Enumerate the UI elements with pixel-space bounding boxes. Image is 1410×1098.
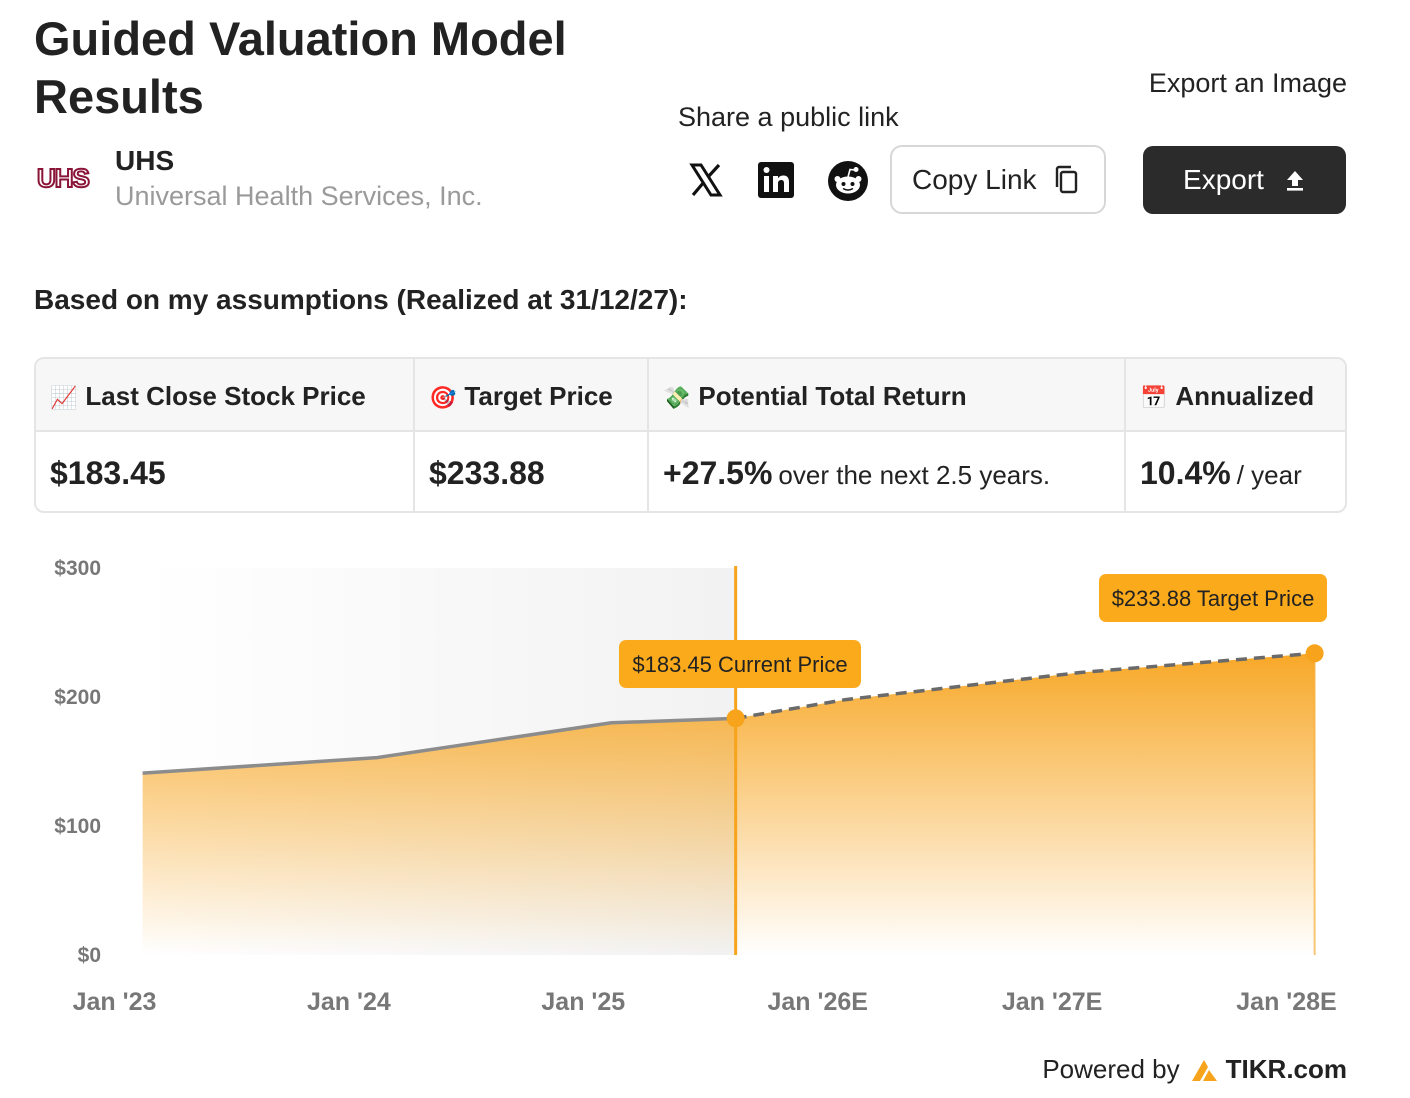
- page-title: Guided Valuation Model Results: [34, 12, 567, 123]
- copy-link-label: Copy Link: [912, 163, 1037, 195]
- metrics-header-row: [36, 359, 1345, 432]
- metric-suffix: over the next 2.5 years.: [778, 460, 1051, 490]
- target-icon: 🎯: [429, 385, 457, 410]
- x-icon[interactable]: [686, 160, 726, 200]
- copy-icon: [1055, 165, 1077, 193]
- current-price-point: [726, 709, 745, 728]
- current-price-label-box: [619, 640, 861, 688]
- price-area: [142, 653, 1315, 955]
- price-chart: $0 $100 $200 $300 Jan '23 Jan '24 Jan '25 Jan '…: [54, 557, 1336, 1016]
- export-label: Export an Image: [1148, 68, 1347, 98]
- export-button-label: Export: [1183, 164, 1264, 195]
- metric-target-price: 🎯 Target Price $233.88: [413, 359, 648, 511]
- x-tick-label: Jan '28E: [1236, 988, 1336, 1016]
- assumptions-heading: Based on my assumptions (Realized at 31/…: [34, 284, 688, 315]
- export-button[interactable]: Export: [1143, 146, 1346, 214]
- logo-text: UHS: [37, 163, 90, 193]
- metric-value: $233.88: [429, 455, 545, 491]
- metric-label: Target Price: [464, 381, 613, 411]
- metrics-table: 📈 Last Close Stock Price $183.45 🎯 Target …: [34, 357, 1347, 513]
- target-price-label-text: $233.88 Target Price: [1112, 586, 1315, 611]
- powered-by-brand: TIKR.com: [1225, 1054, 1347, 1084]
- linkedin-icon[interactable]: [756, 160, 796, 200]
- company-header: UHS UHS Universal Health Services, Inc.: [36, 145, 636, 215]
- x-tick-label: Jan '24: [307, 988, 391, 1016]
- reddit-icon[interactable]: [827, 160, 868, 201]
- target-price-label-box: [1099, 574, 1327, 622]
- ticker-symbol: UHS: [115, 145, 175, 176]
- company-name: Universal Health Services, Inc.: [115, 181, 483, 211]
- company-logo: UHS: [36, 162, 92, 193]
- metric-annualized: 📅 Annualized 10.4% / year: [1124, 359, 1345, 511]
- projected-line: [735, 651, 1315, 721]
- metric-label: Last Close Stock Price: [85, 381, 366, 411]
- metric-value: $183.45: [50, 455, 166, 491]
- metric-value: 10.4%: [1140, 455, 1231, 491]
- metric-label: Potential Total Return: [698, 381, 967, 411]
- powered-by-label: Powered by: [1042, 1054, 1180, 1084]
- historical-line: [142, 716, 736, 775]
- metric-last-close: 📈 Last Close Stock Price $183.45: [36, 359, 414, 511]
- y-tick-label: $300: [54, 557, 101, 580]
- powered-by: Powered by TIKR.com: [1042, 1054, 1347, 1085]
- metric-label: Annualized: [1175, 381, 1315, 411]
- current-price-label-text: $183.45 Current Price: [632, 652, 847, 677]
- upload-icon: [1286, 171, 1303, 191]
- y-tick-label: $100: [54, 815, 101, 838]
- copy-link-button[interactable]: Copy Link: [890, 145, 1106, 214]
- share-label: Share a public link: [678, 102, 899, 132]
- calendar-icon: 📅: [1140, 385, 1168, 410]
- x-tick-label: Jan '25: [541, 988, 625, 1016]
- metric-value: +27.5%: [663, 455, 773, 491]
- y-tick-label: $200: [54, 686, 101, 709]
- y-tick-label: $0: [78, 944, 101, 967]
- metric-suffix: / year: [1236, 460, 1302, 490]
- metric-total-return: 💸 Potential Total Return +27.5% over the n…: [647, 359, 1125, 511]
- chart-increasing-icon: 📈: [50, 385, 78, 410]
- x-tick-label: Jan '23: [73, 988, 157, 1016]
- x-tick-label: Jan '27E: [1002, 988, 1102, 1016]
- tikr-logo-icon: [1191, 1059, 1217, 1081]
- target-price-point: [1305, 644, 1324, 663]
- x-tick-label: Jan '26E: [767, 988, 867, 1016]
- money-wings-icon: 💸: [663, 385, 691, 410]
